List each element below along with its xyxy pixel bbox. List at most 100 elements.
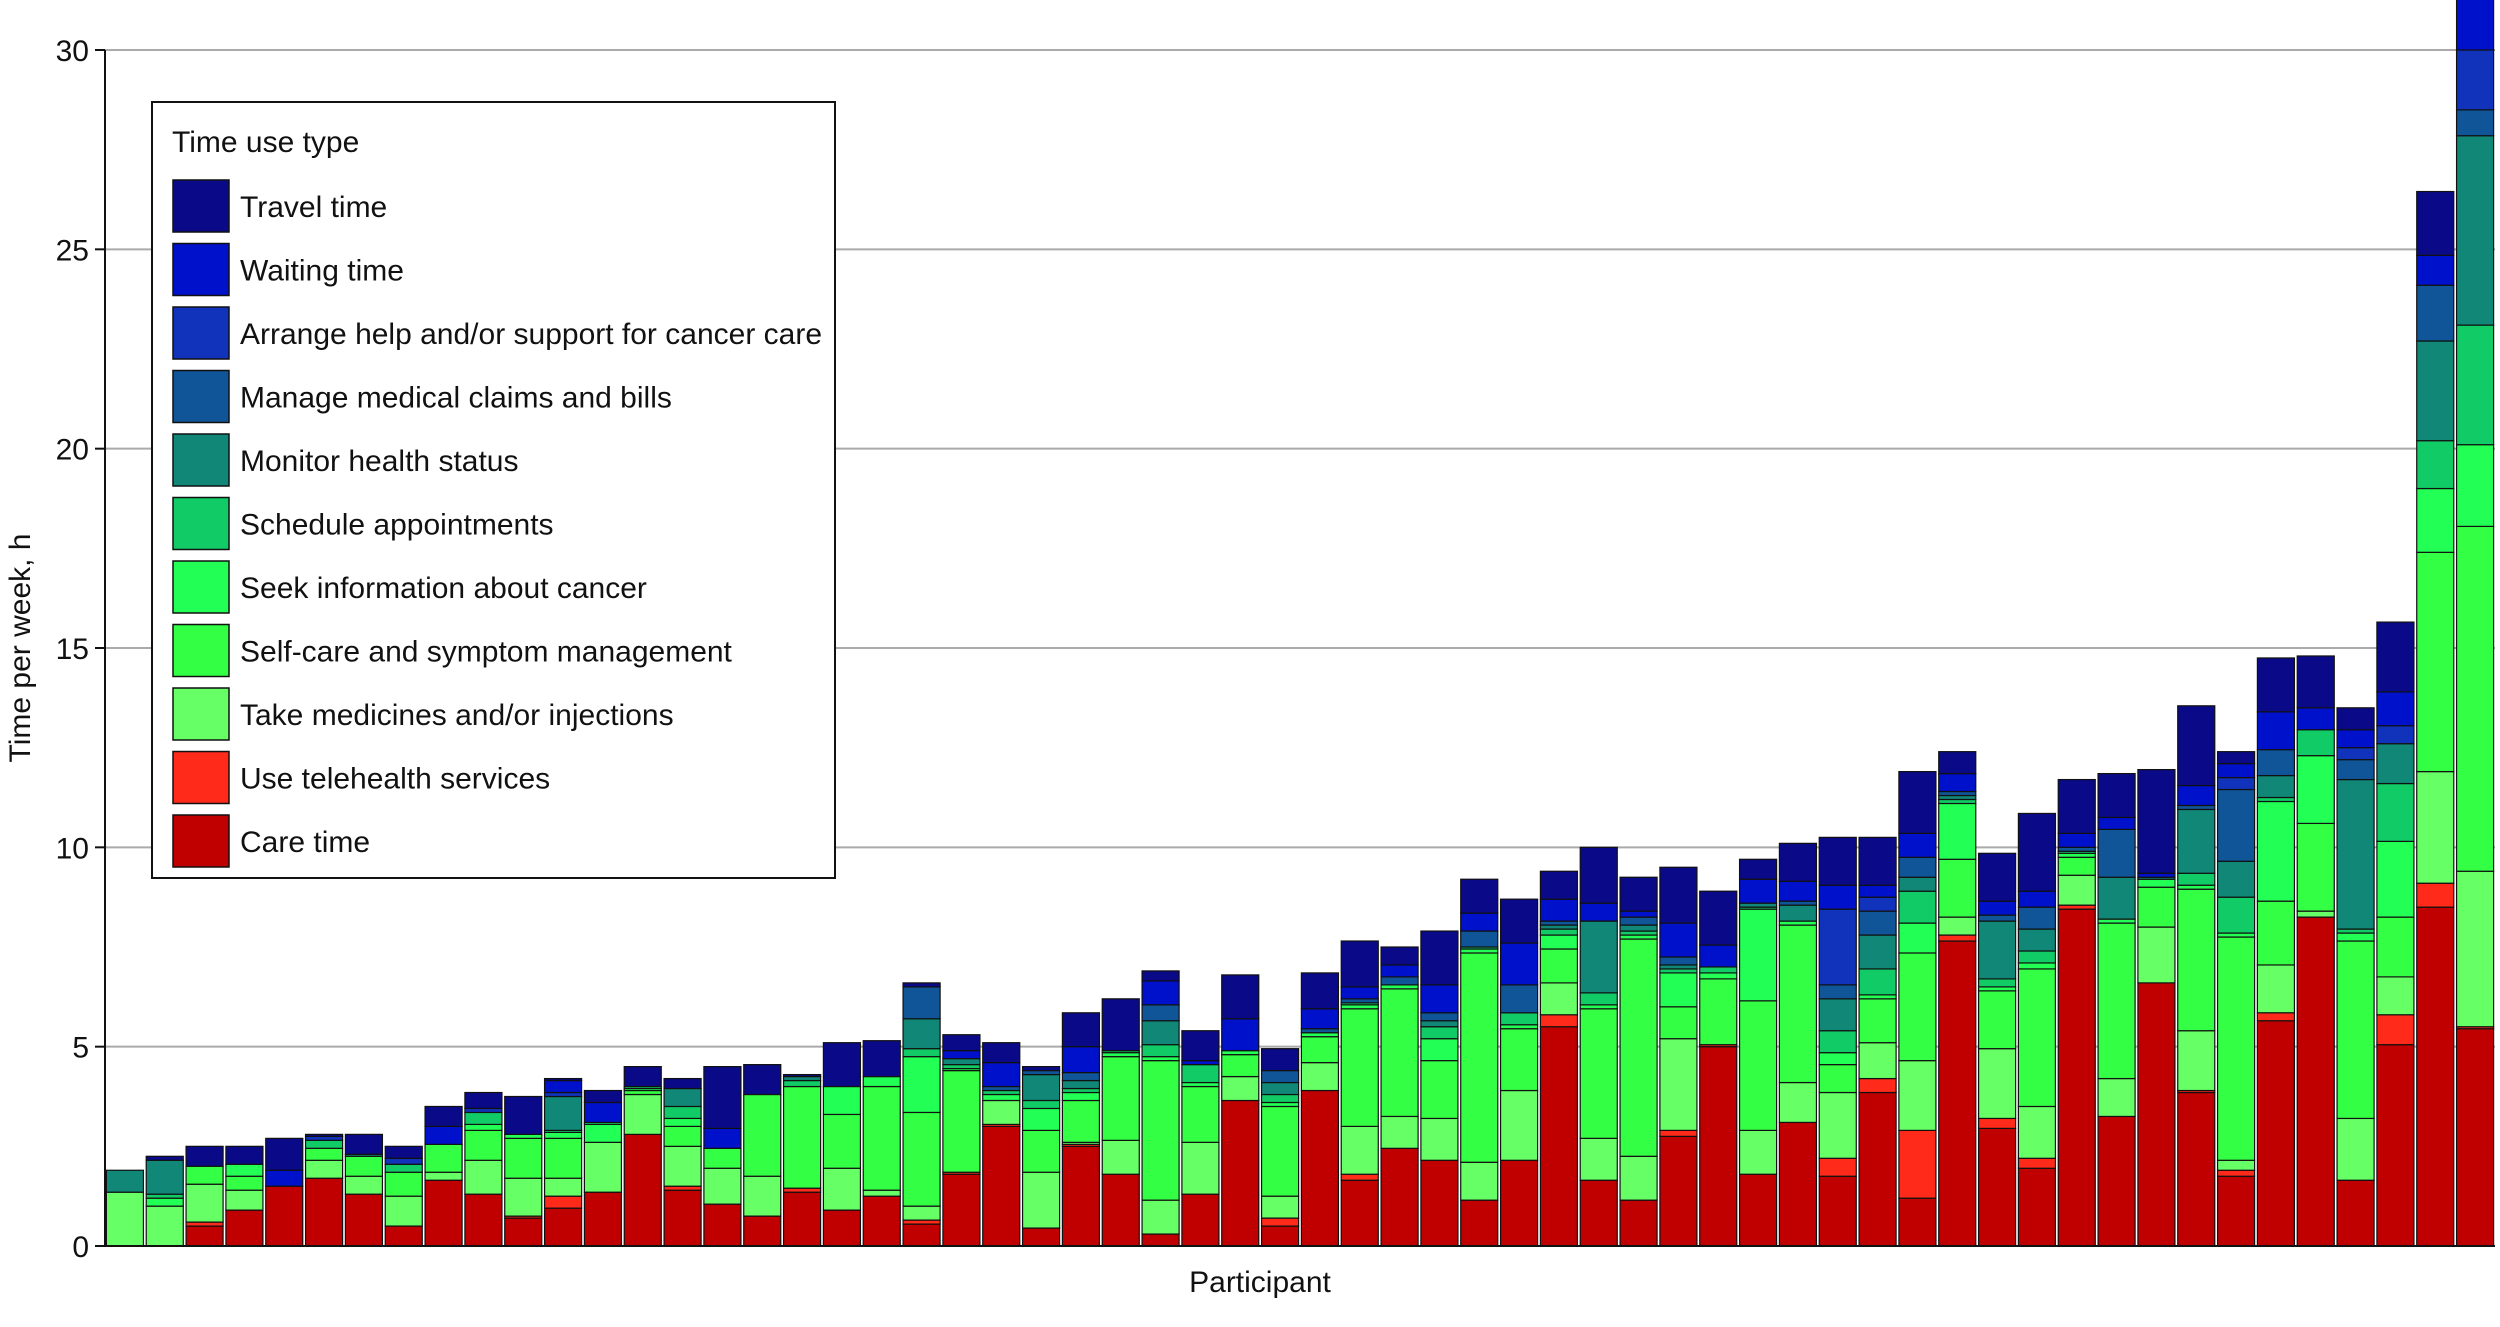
- bar-segment: [265, 1169, 304, 1187]
- bar-segment: [2137, 878, 2176, 888]
- bar-segment: [1221, 1018, 1260, 1052]
- bar-segment: [1380, 976, 1419, 986]
- bar-segment: [504, 1095, 543, 1135]
- bar-segment: [2216, 896, 2256, 934]
- bar-segment: [2296, 910, 2335, 918]
- bar-segment: [902, 1111, 941, 1207]
- y-axis-label: Time per week, h: [4, 534, 37, 763]
- bar-segment: [1021, 1129, 1061, 1173]
- bar-segment: [1340, 1008, 1379, 1128]
- bar-segment: [1260, 1225, 1300, 1247]
- bar-segment: [862, 1195, 901, 1247]
- bar-segment: [942, 1034, 981, 1052]
- bar-segment: [1300, 1036, 1340, 1064]
- bar-segment: [583, 1191, 623, 1247]
- participant-bar: [1141, 970, 1180, 1247]
- bar-segment: [2017, 928, 2057, 952]
- bar-segment: [1778, 1081, 1818, 1124]
- participant-bar: [2017, 812, 2057, 1247]
- bar-segment: [424, 1143, 463, 1173]
- participant-bar: [1858, 836, 1897, 1247]
- participant-bar: [1221, 974, 1260, 1247]
- bar-segment: [2416, 284, 2455, 342]
- legend-label: Waiting time: [240, 255, 404, 288]
- bar-segment: [2017, 1105, 2057, 1159]
- bar-segment: [862, 1189, 901, 1197]
- bar-segment: [2416, 190, 2455, 256]
- bar-segment: [2097, 828, 2136, 878]
- bar-segment: [2296, 916, 2335, 1247]
- bar-segment: [1977, 1048, 2017, 1120]
- bar-segment: [822, 1167, 862, 1211]
- bar-segment: [1061, 1099, 1101, 1143]
- bar-segment: [902, 1056, 941, 1114]
- bar-segment: [2256, 1012, 2296, 1022]
- bar-segment: [1619, 938, 1658, 1157]
- bar-segment: [1181, 1085, 1220, 1143]
- bar-segment: [1101, 1139, 1140, 1175]
- bar-segment: [1539, 1014, 1579, 1028]
- bar-segment: [583, 1141, 623, 1193]
- y-tick-label: 25: [56, 234, 89, 267]
- bar-segment: [1938, 751, 1977, 775]
- bar-segment: [782, 1191, 822, 1247]
- bar-segment: [384, 1195, 423, 1227]
- legend-swatch: [172, 369, 230, 424]
- bar-segment: [623, 1093, 662, 1135]
- bar-segment: [1021, 1227, 1061, 1247]
- bar-segment: [2177, 808, 2216, 874]
- participant-bar: [902, 982, 941, 1247]
- participant-bar: [1579, 846, 1618, 1247]
- bar-segment: [2376, 1044, 2415, 1247]
- legend-swatch: [172, 306, 230, 360]
- bar-segment: [1579, 846, 1618, 904]
- y-tick-label: 30: [56, 35, 89, 68]
- bar-segment: [1380, 946, 1419, 966]
- bar-segment: [2216, 1175, 2256, 1247]
- bar-segment: [1300, 1089, 1340, 1247]
- bar-segment: [822, 1113, 862, 1169]
- bar-segment: [2216, 860, 2256, 898]
- participant-bar: [2097, 772, 2136, 1247]
- bar-segment: [583, 1123, 623, 1143]
- bar-segment: [1619, 916, 1658, 926]
- legend-label: Care time: [240, 826, 370, 859]
- bar-segment: [2376, 1014, 2415, 1046]
- bar-segment: [1021, 1107, 1061, 1131]
- bar-segment: [304, 1177, 344, 1247]
- bar-segment: [464, 1159, 503, 1195]
- bar-segment: [2057, 778, 2096, 834]
- legend-swatch: [172, 750, 230, 805]
- bar-segment: [543, 1207, 583, 1247]
- bar-segment: [1539, 934, 1579, 950]
- bar-segment: [902, 1018, 941, 1050]
- bar-segment: [2256, 1020, 2296, 1247]
- bar-segment: [2376, 621, 2415, 693]
- participant-bar: [1778, 842, 1818, 1247]
- bar-segment: [1977, 914, 2017, 922]
- bar-segment: [1260, 1217, 1300, 1227]
- bar-segment: [1818, 1030, 1857, 1054]
- bar-segment: [743, 1093, 782, 1177]
- participant-bar: [543, 1077, 583, 1247]
- bar-segment: [1579, 1137, 1618, 1181]
- bar-segment: [902, 1048, 941, 1058]
- participant-bar: [2376, 621, 2415, 1247]
- bar-segment: [2416, 551, 2455, 773]
- bar-segment: [703, 1127, 742, 1149]
- bar-segment: [1340, 986, 1379, 1000]
- legend-label: Take medicines and/or injections: [240, 699, 674, 732]
- bar-segment: [1300, 1062, 1340, 1092]
- bar-segment: [2057, 874, 2096, 906]
- bar-segment: [2376, 691, 2415, 727]
- bar-segment: [902, 1205, 941, 1221]
- participant-bar: [1380, 946, 1419, 1247]
- legend-swatch: [172, 623, 230, 678]
- participant-bar: [862, 1040, 901, 1247]
- bar-segment: [1898, 890, 1937, 924]
- bar-segment: [1818, 836, 1857, 886]
- x-axis-label: Participant: [1189, 1266, 1331, 1299]
- bar-segment: [2416, 440, 2455, 490]
- bar-segment: [1101, 1056, 1140, 1141]
- participant-bar: [145, 1155, 184, 1247]
